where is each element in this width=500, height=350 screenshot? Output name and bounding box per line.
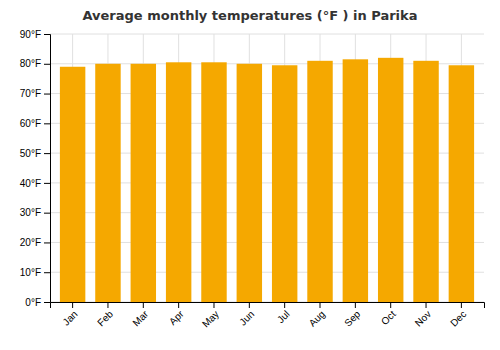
x-tick-mark <box>390 302 391 308</box>
y-tick: 90°F <box>20 29 50 40</box>
y-tick: 0°F <box>25 297 50 308</box>
x-tick: Jan <box>61 302 80 328</box>
y-tick: 60°F <box>20 118 50 129</box>
y-tick: 70°F <box>20 88 50 99</box>
y-tick: 50°F <box>20 148 50 159</box>
y-tick-mark <box>44 272 50 273</box>
x-tick: Aug <box>307 302 327 329</box>
y-tick-mark <box>44 34 50 35</box>
x-tick-label: Nov <box>413 308 433 328</box>
x-tick-mark <box>249 302 250 308</box>
x-tick-mark <box>461 302 462 308</box>
y-tick-label: 20°F <box>20 237 41 248</box>
bar <box>378 58 403 302</box>
grid-line <box>50 34 484 35</box>
bar <box>237 64 262 302</box>
plot: Jan Feb Mar Apr May Jun Jul Aug Sep Oct Nov Dec 0°F 1… <box>20 29 485 330</box>
x-axis: Jan Feb Mar Apr May Jun Jul Aug Sep Oct Nov Dec <box>51 302 485 330</box>
x-tick-label: Sep <box>342 308 363 329</box>
bar <box>95 64 120 302</box>
x-axis-line <box>51 303 485 309</box>
x-tick: Oct <box>379 302 398 327</box>
y-tick: 80°F <box>20 58 50 69</box>
grid <box>50 34 484 302</box>
x-tick-mark <box>107 302 108 308</box>
y-tick-mark <box>44 213 50 214</box>
x-tick-mark <box>355 302 356 308</box>
y-tick-mark <box>44 64 50 65</box>
y-axis: 0°F 10°F 20°F 30°F 40°F 50°F 60°F 70°F 80°F 90°F <box>20 29 51 308</box>
title: Average monthly temperatures (°F ) in Pa… <box>82 8 417 23</box>
y-tick-mark <box>44 94 50 95</box>
y-tick-label: 10°F <box>20 267 41 278</box>
x-tick: Mar <box>130 302 150 328</box>
y-tick-mark <box>44 302 50 303</box>
x-tick: May <box>200 302 221 330</box>
x-tick-mark <box>178 302 179 308</box>
x-tick-label: Oct <box>379 308 398 327</box>
y-tick: 20°F <box>20 237 50 248</box>
x-tick-label: Dec <box>448 308 468 328</box>
x-tick-mark <box>72 302 73 308</box>
x-tick-mark <box>426 302 427 308</box>
y-tick-mark <box>44 183 50 184</box>
x-tick-mark <box>284 302 285 308</box>
x-tick-label: Mar <box>130 308 150 328</box>
bar <box>131 64 156 302</box>
chart: Jan Feb Mar Apr May Jun Jul Aug Sep Oct Nov Dec 0°F 1… <box>0 0 500 350</box>
y-tick-label: 50°F <box>20 148 41 159</box>
x-tick: Jun <box>237 302 256 328</box>
y-axis-line <box>44 35 51 303</box>
y-tick: 10°F <box>20 267 50 278</box>
bar <box>307 61 332 302</box>
y-tick-label: 60°F <box>20 118 41 129</box>
bar <box>343 59 368 302</box>
bar <box>272 65 297 302</box>
bar <box>201 62 226 302</box>
x-tick: Nov <box>413 302 433 329</box>
x-tick-label: Jun <box>237 308 256 327</box>
y-tick: 30°F <box>20 207 50 218</box>
bar <box>166 62 191 302</box>
x-tick-mark <box>213 302 214 308</box>
x-tick-label: Apr <box>167 308 186 327</box>
y-tick-label: 30°F <box>20 207 41 218</box>
x-tick: Dec <box>448 302 468 329</box>
x-tick-label: Aug <box>307 308 327 328</box>
bar <box>413 61 438 302</box>
y-tick-label: 80°F <box>20 58 41 69</box>
y-tick-label: 0°F <box>25 297 41 308</box>
bar <box>449 65 474 302</box>
y-tick-label: 40°F <box>20 178 41 189</box>
y-tick-label: 90°F <box>20 29 41 40</box>
y-tick-mark <box>44 242 50 243</box>
x-tick: Feb <box>95 302 115 328</box>
bar <box>60 67 85 302</box>
y-tick: 40°F <box>20 178 50 189</box>
x-tick-mark <box>320 302 321 308</box>
x-tick: Sep <box>342 302 363 329</box>
x-tick: Jul <box>275 302 292 325</box>
bars <box>60 58 474 302</box>
x-tick-mark <box>143 302 144 308</box>
x-tick: Apr <box>167 302 186 327</box>
y-tick-mark <box>44 153 50 154</box>
y-tick-label: 70°F <box>20 88 41 99</box>
x-tick-label: Feb <box>95 308 115 328</box>
y-tick-mark <box>44 123 50 124</box>
x-tick-label: May <box>200 308 221 329</box>
x-tick-label: Jul <box>275 308 292 325</box>
x-tick-label: Jan <box>61 308 80 327</box>
